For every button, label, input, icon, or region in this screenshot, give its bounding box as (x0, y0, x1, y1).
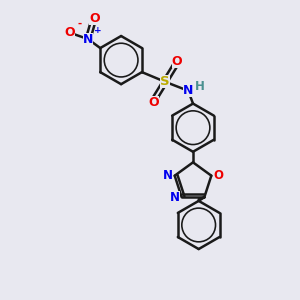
Text: H: H (194, 80, 204, 93)
Text: -: - (78, 19, 82, 29)
Text: N: N (83, 33, 93, 46)
Text: N: N (163, 169, 172, 182)
Text: N: N (183, 84, 194, 97)
Text: N: N (169, 191, 180, 204)
Text: O: O (172, 55, 182, 68)
Text: +: + (94, 26, 101, 35)
Text: O: O (89, 12, 100, 25)
Text: O: O (64, 26, 75, 39)
Text: O: O (213, 169, 224, 182)
Text: O: O (148, 96, 158, 109)
Text: S: S (160, 75, 170, 88)
